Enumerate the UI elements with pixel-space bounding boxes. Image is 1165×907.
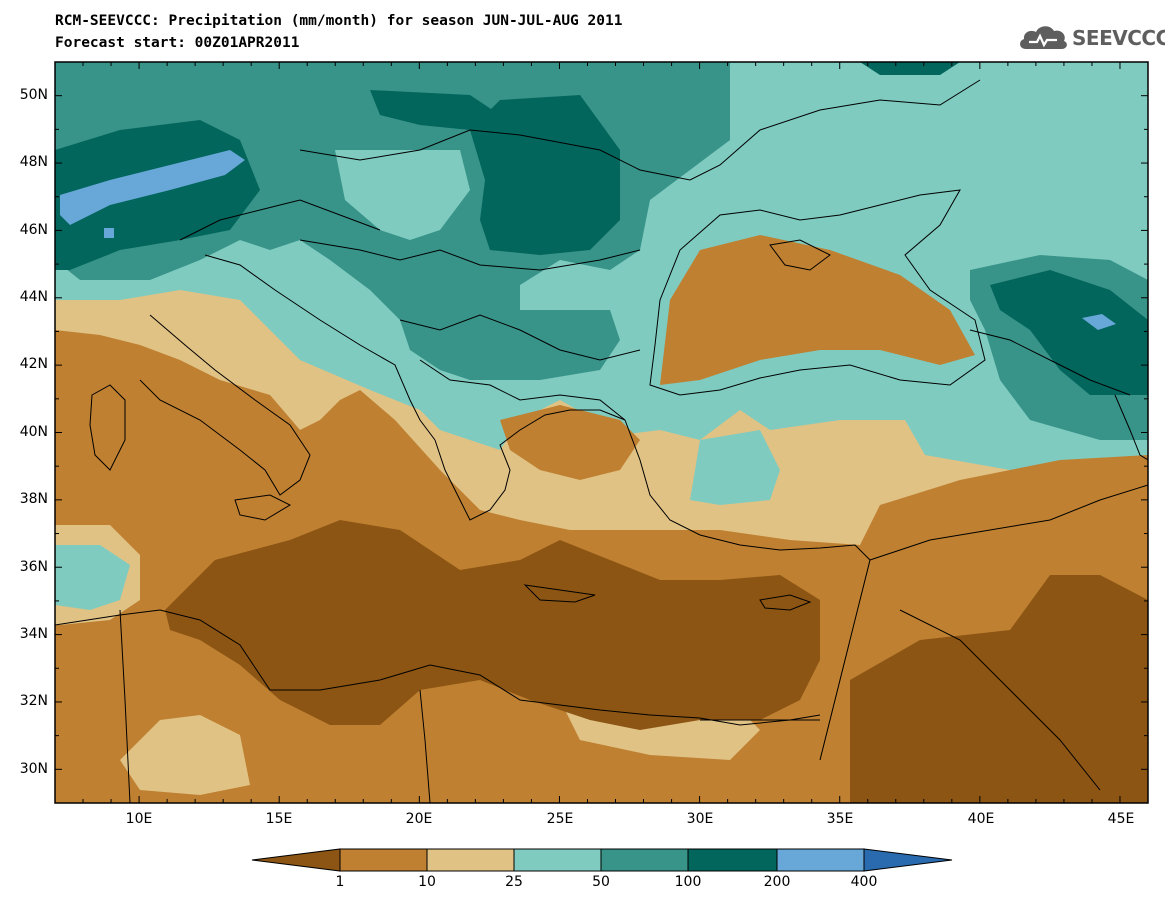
- field-100-200-north-edge: [860, 62, 960, 75]
- lon-label: 20E: [405, 811, 433, 827]
- field-100-200-caucasus: [990, 270, 1148, 395]
- crete: [523, 584, 596, 603]
- cyprus: [759, 594, 812, 611]
- field-1-10-aegean: [500, 405, 640, 480]
- axis-ticks: [55, 62, 1149, 803]
- lat-label: 30N: [19, 761, 48, 777]
- lat-label: 34N: [19, 626, 48, 642]
- black-sea-coast: [649, 189, 986, 396]
- border-4: [419, 359, 626, 421]
- lon-label: 35E: [826, 811, 854, 827]
- caspian-coast: [1114, 394, 1148, 461]
- levant-coast: [819, 559, 871, 761]
- north-africa-coast: [55, 609, 821, 726]
- lat-label: 46N: [19, 222, 48, 238]
- field-below-1-med: [165, 520, 820, 730]
- lon-label: 45E: [1107, 811, 1135, 827]
- colorbar-label: 200: [763, 874, 791, 890]
- lat-label: 48N: [19, 154, 48, 170]
- lon-label: 10E: [125, 811, 153, 827]
- border-8: [899, 609, 1101, 791]
- lon-label: 25E: [546, 811, 574, 827]
- lat-label: 44N: [19, 289, 48, 305]
- cloud-logo-icon: [1020, 26, 1067, 49]
- colorbar-25-50: [513, 848, 602, 872]
- border-3: [399, 314, 641, 361]
- lon-label: 30E: [686, 811, 714, 827]
- field-200-400-alps: [60, 150, 245, 225]
- colorbar-label: 400: [850, 874, 878, 890]
- seevccc-logo: SEEVCCC: [1017, 22, 1165, 54]
- field-1-10-blacksea: [660, 235, 975, 385]
- precipitation-field: [55, 62, 1148, 803]
- field-25-50-pocket: [335, 150, 470, 240]
- border-1: [299, 79, 981, 181]
- sicily: [234, 494, 292, 521]
- colorbar-50-100: [600, 848, 689, 872]
- lon-label: 15E: [265, 811, 293, 827]
- field-100-200-carpathian: [470, 95, 620, 255]
- border-10: [419, 689, 431, 803]
- border-5: [179, 199, 381, 241]
- forecast-start: Forecast start: 00Z01APR2011: [55, 35, 300, 51]
- colorbar: [251, 848, 953, 872]
- colorbar-label: 25: [505, 874, 523, 890]
- border-7: [869, 484, 1148, 561]
- field-10-25-libya: [120, 715, 250, 795]
- adriatic-coast: [204, 254, 436, 441]
- colorbar-200-400: [776, 848, 865, 872]
- coastlines: [55, 79, 1148, 803]
- colorbar-label: 1: [335, 874, 345, 890]
- italy-coast: [139, 314, 311, 496]
- colorbar-10-25: [426, 848, 515, 872]
- field-25-50-ionian: [55, 545, 130, 610]
- lat-label: 50N: [19, 87, 48, 103]
- crimea: [769, 239, 831, 271]
- colorbar-1-10: [339, 848, 428, 872]
- map-title: RCM-SEEVCCC: Precipitation (mm/month) fo…: [55, 13, 623, 29]
- field-below-1-arabia: [850, 575, 1148, 803]
- colorbar-label: 100: [674, 874, 702, 890]
- turkey-south-coast: [624, 419, 871, 561]
- field-100-200-poland: [370, 90, 500, 130]
- lat-label: 36N: [19, 559, 48, 575]
- lat-label: 40N: [19, 424, 48, 440]
- greece-coast: [434, 409, 626, 521]
- sardinia: [89, 384, 126, 471]
- colorbar-100-200: [687, 848, 778, 872]
- lat-label: 38N: [19, 491, 48, 507]
- field-200-400-caucasus: [1082, 314, 1116, 330]
- logo-text: SEEVCCC: [1072, 26, 1165, 50]
- border-6: [969, 329, 1131, 396]
- border-2: [299, 239, 641, 271]
- border-9: [119, 609, 131, 803]
- lon-label: 40E: [967, 811, 995, 827]
- lat-label: 32N: [19, 693, 48, 709]
- colorbar-above-400: [863, 848, 953, 872]
- colorbar-label: 50: [592, 874, 610, 890]
- colorbar-below-1: [251, 848, 341, 872]
- field-200-400-dot1: [104, 228, 114, 238]
- lat-label: 42N: [19, 356, 48, 372]
- colorbar-label: 10: [418, 874, 436, 890]
